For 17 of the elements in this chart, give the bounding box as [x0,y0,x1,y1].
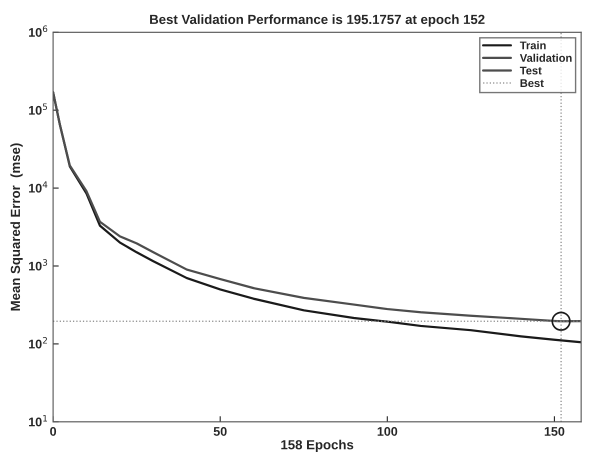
x-axis-title: 158 Epochs [281,440,354,452]
y-tick-label: 10$^{5}$ [29,103,48,115]
legend-label: Test [520,66,542,74]
legend-label: Validation [520,54,572,62]
y-tick-label: 10$^{1}$ [29,415,48,426]
legend-label: Train [520,41,546,50]
y-tick-label: 10$^{6}$ [29,25,48,37]
y-tick-label: 10$^{4}$ [29,181,48,193]
x-tick-label: 50 [214,427,227,436]
y-tick-label: 10$^{3}$ [29,259,48,271]
x-tick-label: 100 [378,427,398,436]
y-axis-title: Mean Squared Error (mse) [10,143,23,310]
x-tick-label: 0 [50,427,56,436]
x-tick-label: 150 [544,427,564,436]
chart-title: Best Validation Performance is 195.1757 at epoch 152 [150,14,485,27]
y-tick-label: 10$^{2}$ [29,337,47,348]
ref-line-label: Best [520,79,544,88]
